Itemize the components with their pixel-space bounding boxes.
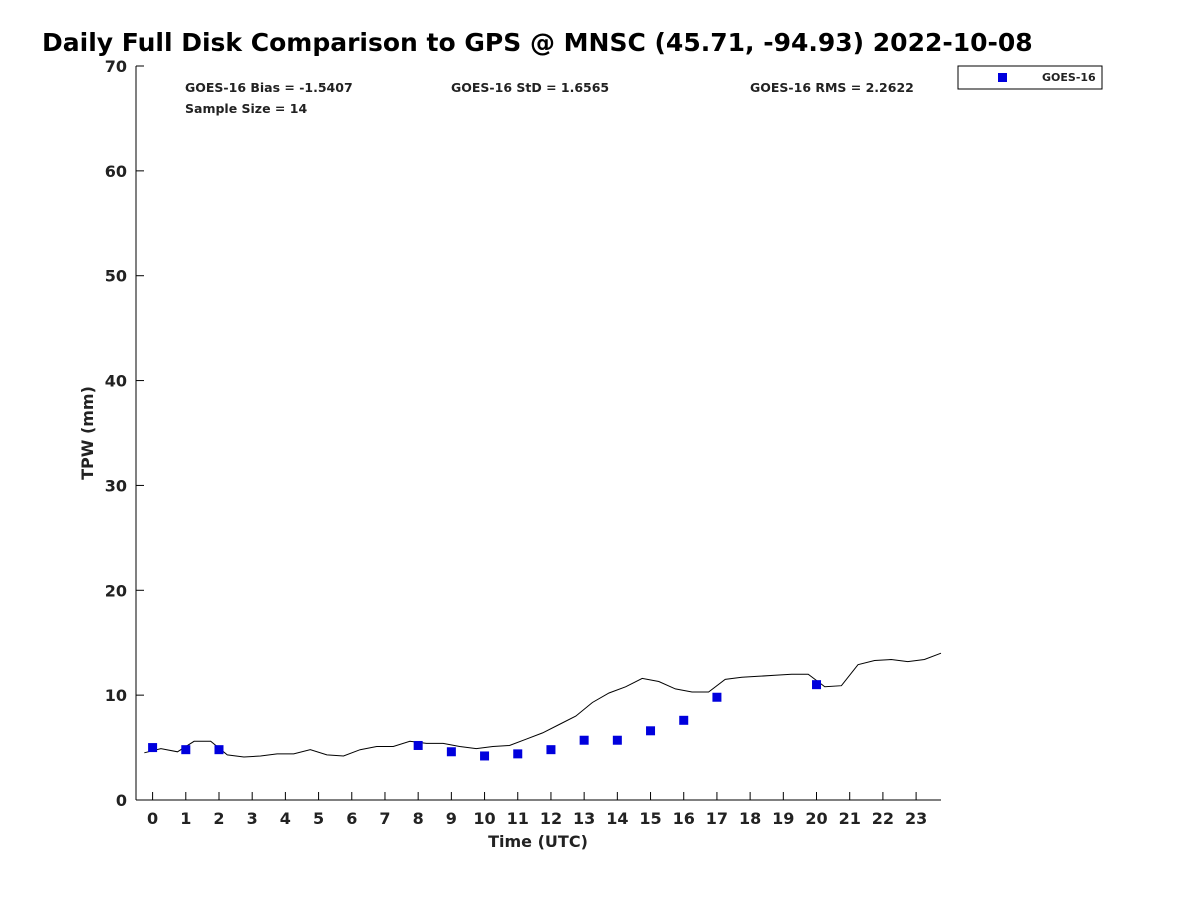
legend: GOES-16	[957, 65, 1103, 90]
goes16-point	[812, 680, 822, 690]
x-tick-label: 14	[606, 809, 628, 828]
goes16-point	[446, 747, 456, 757]
gps-series	[144, 652, 942, 758]
legend-label: GOES-16	[1042, 71, 1096, 84]
gps-line	[144, 652, 942, 758]
x-tick-label: 0	[147, 809, 158, 828]
x-tick-label: 3	[247, 809, 258, 828]
legend-marker	[998, 73, 1007, 82]
goes16-point	[679, 715, 689, 725]
goes16-point	[214, 745, 224, 755]
legend-box	[957, 65, 1103, 90]
goes16-point	[612, 735, 622, 745]
stat-bias: GOES-16 Bias = -1.5407	[185, 80, 353, 95]
x-tick-label: 11	[507, 809, 529, 828]
y-tick-label: 30	[105, 476, 127, 495]
x-tick-label: 9	[446, 809, 457, 828]
x-tick-label: 1	[180, 809, 191, 828]
y-axis-label: TPW (mm)	[78, 386, 97, 480]
x-tick-label: 17	[706, 809, 728, 828]
chart-title: Daily Full Disk Comparison to GPS @ MNSC…	[42, 28, 1033, 57]
x-tick-label: 15	[639, 809, 661, 828]
x-tick-label: 12	[540, 809, 562, 828]
x-tick-label: 2	[213, 809, 224, 828]
goes16-series	[148, 680, 822, 761]
x-tick-label: 8	[413, 809, 424, 828]
goes16-point	[181, 745, 191, 755]
x-tick-label: 22	[872, 809, 894, 828]
x-tick-label: 20	[805, 809, 827, 828]
x-tick-label: 6	[346, 809, 357, 828]
stat-std: GOES-16 StD = 1.6565	[451, 80, 609, 95]
x-tick-label: 18	[739, 809, 761, 828]
x-tick-label: 23	[905, 809, 927, 828]
y-tick-label: 40	[105, 372, 127, 391]
x-tick-label: 7	[379, 809, 390, 828]
goes16-point	[480, 751, 490, 761]
x-tick-label: 10	[473, 809, 495, 828]
x-axis-label: Time (UTC)	[488, 832, 588, 851]
y-tick-label: 70	[105, 57, 127, 76]
y-tick-label: 50	[105, 267, 127, 286]
goes16-point	[546, 745, 556, 755]
goes16-point	[413, 740, 423, 750]
y-tick-label: 0	[116, 791, 127, 810]
x-tick-label: 4	[280, 809, 291, 828]
x-tick-label: 19	[772, 809, 794, 828]
goes16-point	[148, 743, 158, 753]
stat-sample-size: Sample Size = 14	[185, 101, 307, 116]
goes16-point	[712, 692, 722, 702]
goes16-point	[579, 735, 589, 745]
x-tick-label: 21	[839, 809, 861, 828]
goes16-point	[513, 749, 523, 759]
y-tick-label: 10	[105, 686, 127, 705]
x-tick-label: 13	[573, 809, 595, 828]
stat-rms: GOES-16 RMS = 2.2622	[750, 80, 914, 95]
x-tick-label: 5	[313, 809, 324, 828]
y-tick-label: 20	[105, 581, 127, 600]
x-tick-label: 16	[673, 809, 695, 828]
y-tick-label: 60	[105, 162, 127, 181]
goes16-point	[646, 726, 656, 736]
